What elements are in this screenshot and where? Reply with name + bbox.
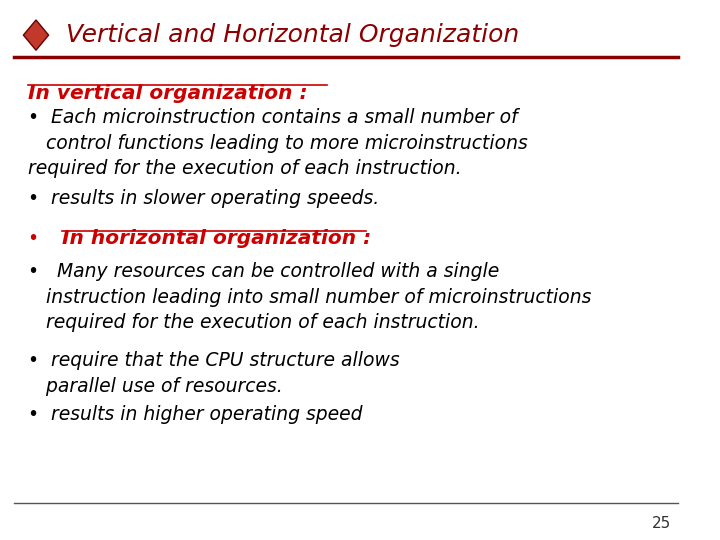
Text: •   Many resources can be controlled with a single
   instruction leading into s: • Many resources can be controlled with … — [27, 262, 591, 333]
Text: •  require that the CPU structure allows
   parallel use of resources.: • require that the CPU structure allows … — [27, 351, 400, 396]
Text: In vertical organization :: In vertical organization : — [27, 84, 307, 103]
Text: •  results in slower operating speeds.: • results in slower operating speeds. — [27, 189, 379, 208]
Text: •  results in higher operating speed: • results in higher operating speed — [27, 405, 362, 424]
Text: In horizontal organization :: In horizontal organization : — [63, 230, 372, 248]
Polygon shape — [23, 20, 48, 50]
Text: •  Each microinstruction contains a small number of
   control functions leading: • Each microinstruction contains a small… — [27, 108, 528, 179]
Text: •: • — [27, 230, 50, 248]
Text: Vertical and Horizontal Organization: Vertical and Horizontal Organization — [66, 23, 519, 47]
Text: 25: 25 — [652, 516, 672, 531]
